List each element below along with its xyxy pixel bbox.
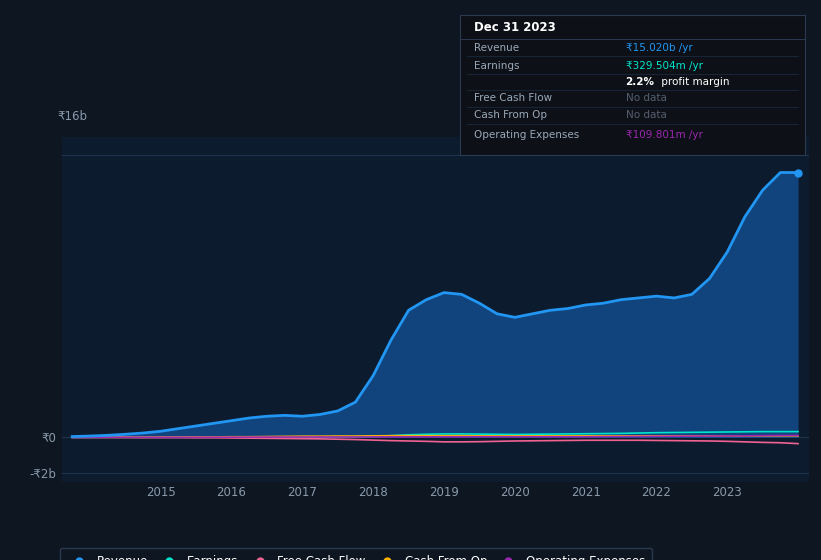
Text: Earnings: Earnings [474,61,520,71]
Text: Free Cash Flow: Free Cash Flow [474,94,552,104]
Text: ₹109.801m /yr: ₹109.801m /yr [626,130,703,140]
Text: ₹16b: ₹16b [57,110,88,123]
Text: Cash From Op: Cash From Op [474,110,547,120]
Text: No data: No data [626,110,667,120]
Legend: Revenue, Earnings, Free Cash Flow, Cash From Op, Operating Expenses: Revenue, Earnings, Free Cash Flow, Cash … [60,548,653,560]
Text: 2.2%: 2.2% [626,77,654,87]
Text: profit margin: profit margin [658,77,730,87]
Text: ₹329.504m /yr: ₹329.504m /yr [626,61,703,71]
Text: Dec 31 2023: Dec 31 2023 [474,21,556,34]
Text: ₹15.020b /yr: ₹15.020b /yr [626,43,692,53]
Text: Operating Expenses: Operating Expenses [474,130,579,140]
Text: No data: No data [626,94,667,104]
Text: Revenue: Revenue [474,43,519,53]
